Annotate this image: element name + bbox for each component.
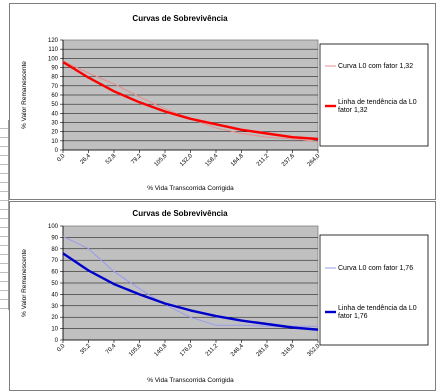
y-tick-label: 0 [55, 338, 59, 344]
y-tick-label: 0 [55, 148, 59, 154]
x-tick-label: 184,8 [230, 153, 245, 168]
legend-box [319, 234, 429, 346]
y-tick-label: 10 [51, 327, 58, 333]
series-line-trend [62, 60, 319, 141]
x-tick-label: 176,0 [179, 343, 194, 358]
x-tick-label: 70,4 [105, 343, 118, 356]
legend-entry: fator 1,76 [338, 313, 368, 320]
x-tick-label: 52,8 [105, 153, 118, 166]
y-tick-label: 30 [51, 304, 58, 310]
chart-panel-bottom: Curvas de Sobrevivência 0 10 20 30 40 50 60 70 80… [9, 201, 436, 391]
y-tick-label: 100 [48, 224, 59, 230]
x-tick-label: 237,6 [281, 153, 296, 168]
y-tick-label: 90 [51, 66, 58, 72]
x-tick-label: 158,4 [205, 153, 220, 168]
y-tick-label: 40 [51, 111, 58, 117]
series-line-trend [62, 252, 319, 331]
legend-box [319, 43, 429, 147]
x-tick-label: 352,0 [307, 343, 322, 358]
x-tick-label: 246,4 [230, 343, 245, 358]
x-axis-label: % Vida Transcorrida Corrigida [147, 185, 234, 192]
x-tick-label: 35,2 [79, 343, 92, 356]
y-tick-label: 40 [51, 292, 58, 298]
x-tick-label: 0,0 [56, 343, 67, 354]
y-tick-label: 50 [51, 281, 58, 287]
y-tick-label: 110 [48, 47, 58, 53]
y-tick-label: 20 [51, 315, 58, 321]
x-tick-label: 264,0 [307, 153, 322, 168]
chart-panel-top: Curvas de Sobrevivência 0 10 20 30 40 50 60 70 80… [9, 3, 436, 200]
chart-title: Curvas de Sobrevivência [132, 209, 228, 218]
legend-entry: Linha de tendência da L0 [338, 305, 417, 312]
y-tick-label: 120 [48, 38, 59, 44]
y-tick-label: 60 [51, 93, 58, 99]
chart-bottom: Curvas de Sobrevivência 0 10 20 30 40 50 60 70 80… [21, 209, 429, 384]
y-tick-label: 50 [51, 102, 58, 108]
x-tick-label: 105,6 [154, 153, 169, 168]
x-tick-label: 26,4 [79, 153, 92, 166]
chart-title: Curvas de Sobrevivência [132, 14, 228, 23]
legend-entry: fator 1,32 [338, 107, 368, 114]
y-tick-label: 70 [51, 258, 58, 264]
y-tick-label: 80 [51, 75, 58, 81]
x-tick-label: 0,0 [56, 153, 67, 164]
chart-top: Curvas de Sobrevivência 0 10 20 30 40 50 60 70 80… [21, 14, 429, 192]
y-tick-label: 20 [51, 130, 58, 136]
spreadsheet-row-strip [0, 120, 9, 310]
y-tick-label: 70 [51, 84, 58, 90]
x-tick-label: 140,8 [154, 343, 169, 358]
x-tick-label: 211,2 [256, 153, 271, 168]
y-tick-label: 100 [48, 56, 59, 62]
x-tick-label: 132,0 [179, 153, 194, 168]
y-tick-label: 90 [51, 235, 58, 241]
x-tick-label: 281,6 [256, 343, 271, 358]
x-tick-label: 211,2 [205, 343, 220, 358]
y-tick-label: 30 [51, 121, 58, 127]
legend-entry: Curva L0 com fator 1,76 [338, 265, 413, 272]
x-tick-label: 316,8 [281, 343, 296, 358]
y-tick-label: 60 [51, 270, 58, 276]
x-tick-label: 105,6 [128, 343, 143, 358]
y-tick-label: 10 [51, 139, 58, 145]
x-axis-label: % Vida Transcorrida Corrigida [147, 377, 234, 384]
y-axis-label: % Valor Remanescente [21, 61, 28, 129]
y-axis-label: % Valor Remanescente [21, 249, 28, 317]
legend-entry: Linha de tendência da L0 [338, 99, 417, 106]
x-tick-label: 79,2 [130, 153, 143, 166]
y-tick-label: 80 [51, 247, 58, 253]
legend-entry: Curva L0 com fator 1,32 [338, 63, 413, 70]
